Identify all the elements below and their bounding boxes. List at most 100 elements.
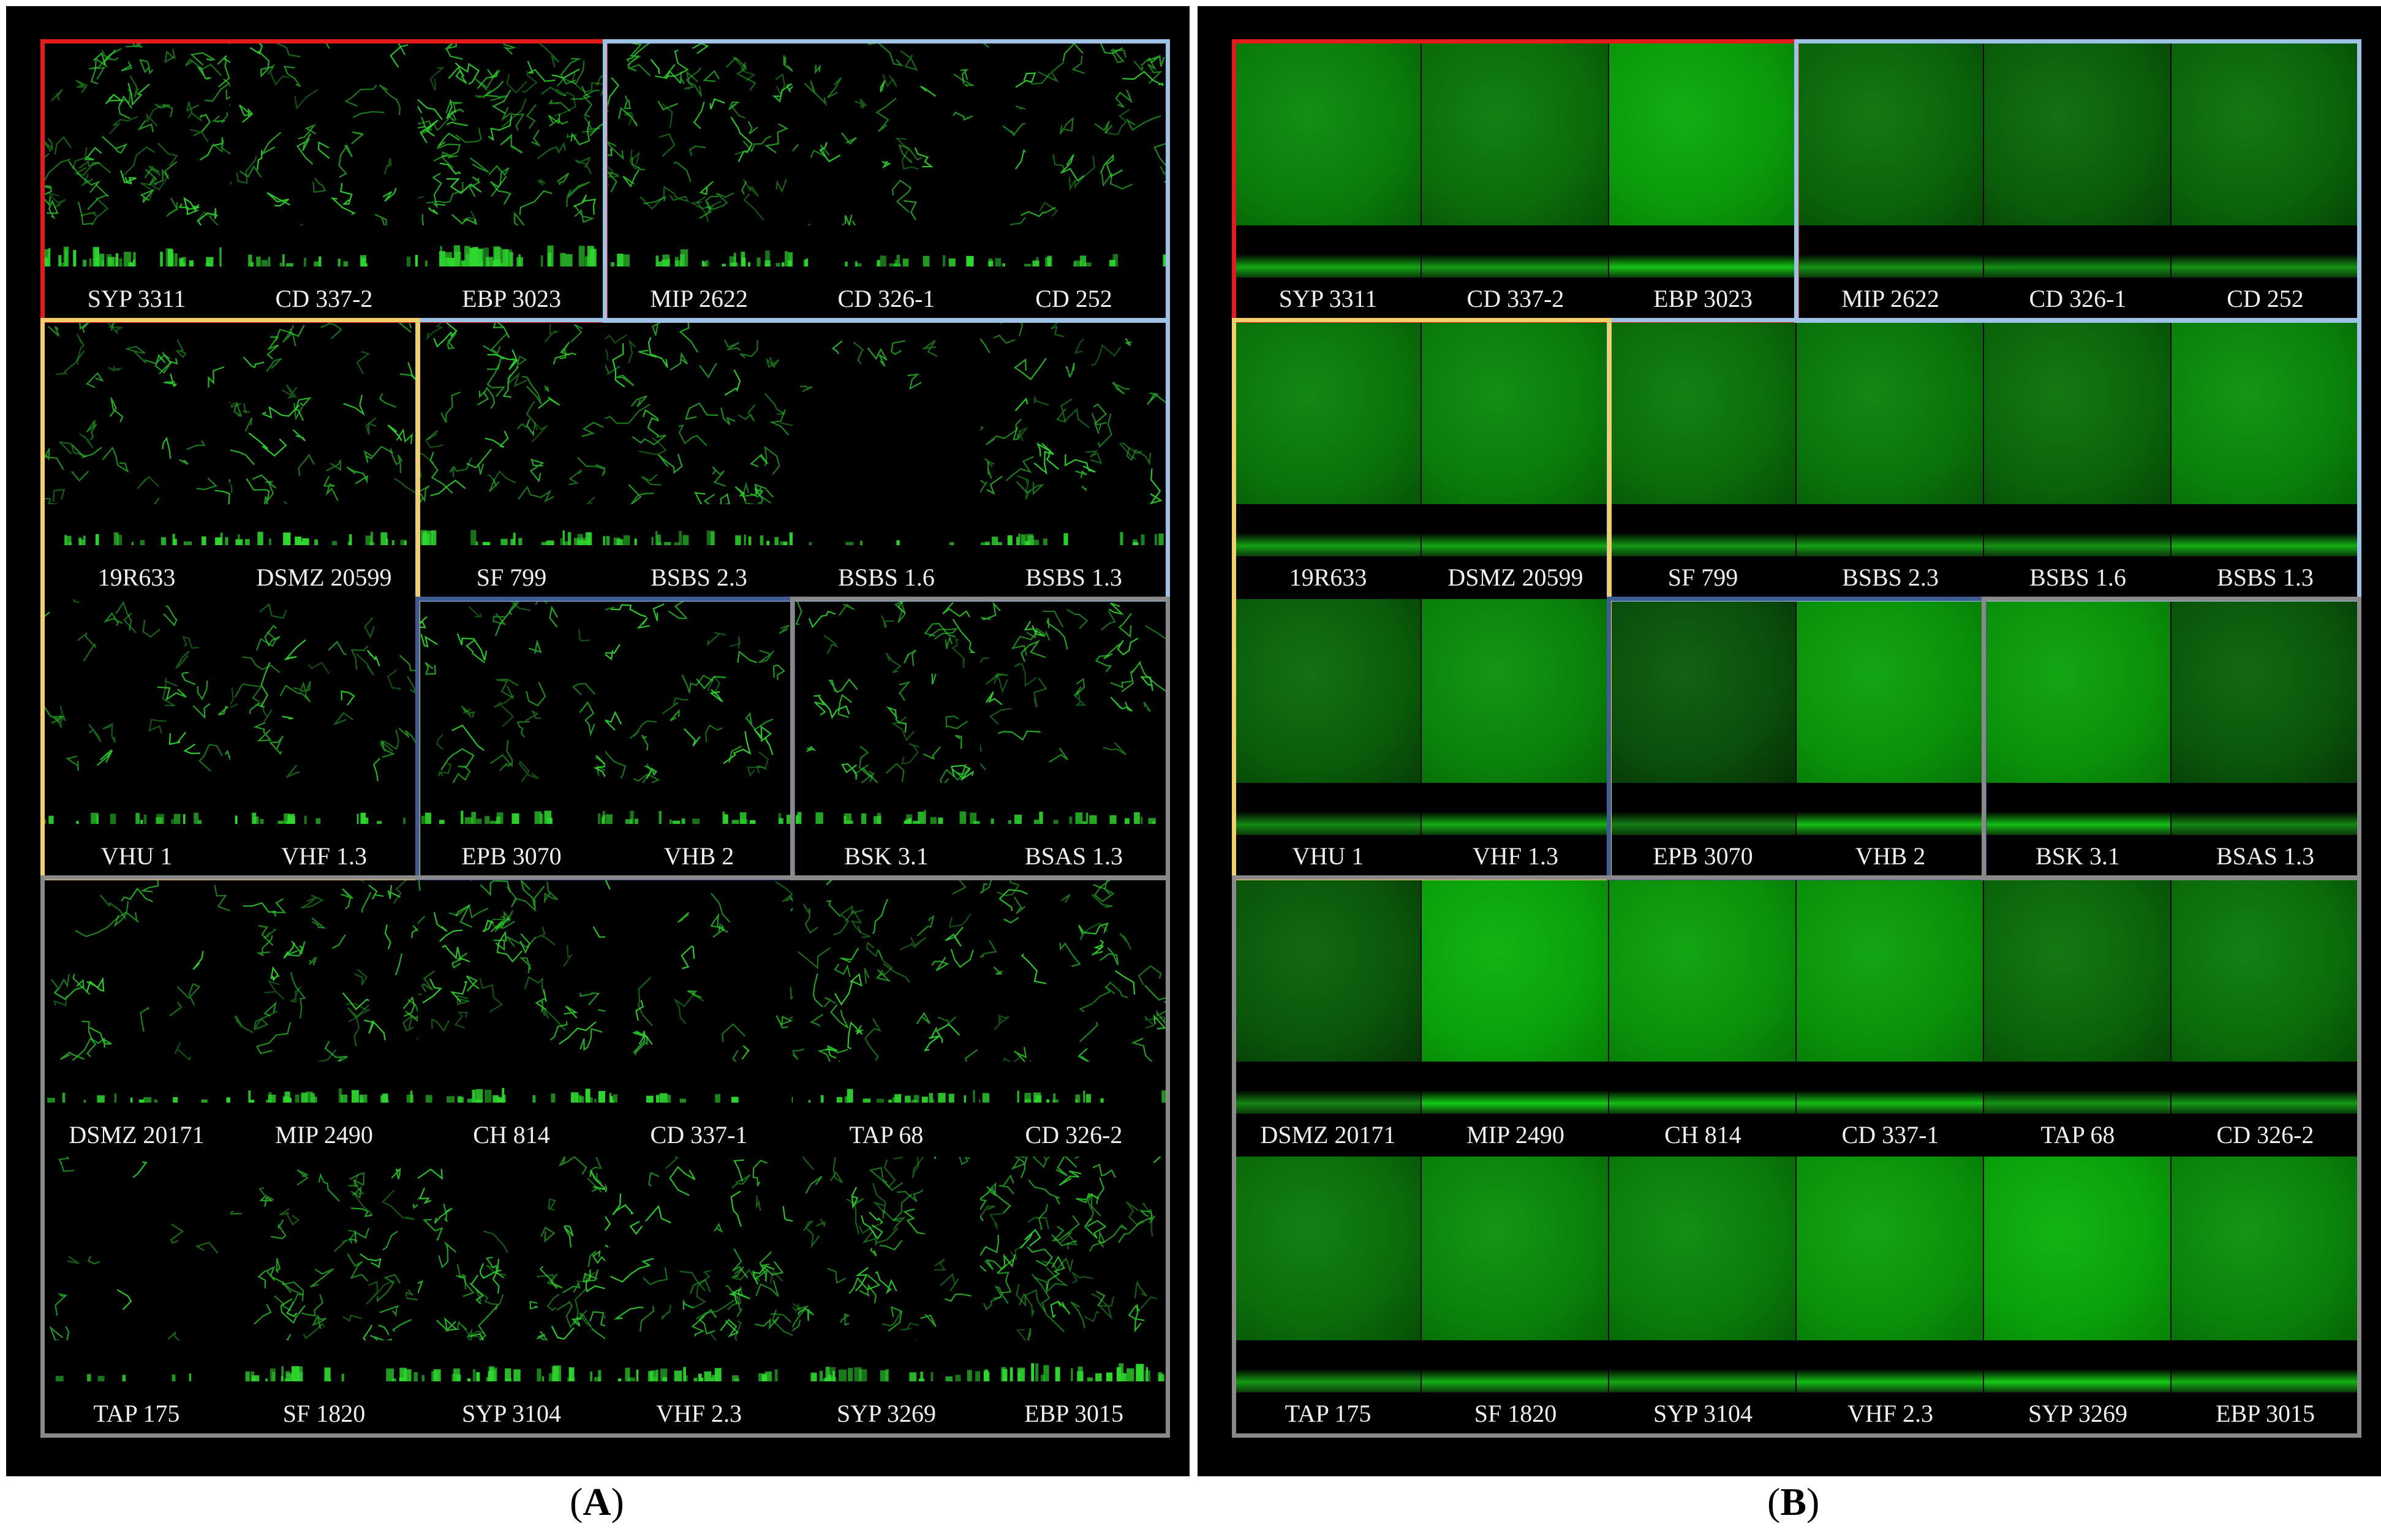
- micrograph-tile: BSBS 1.3: [2172, 320, 2359, 599]
- strain-label: CD 337-2: [275, 285, 373, 312]
- micrograph-cross-section: [2172, 1340, 2359, 1392]
- micrograph-cross-section: [605, 1340, 793, 1392]
- micrograph-tile: CD 337-1: [1797, 878, 1984, 1157]
- micrograph-tile: CD 337-1: [605, 878, 793, 1157]
- micrograph-tile: SYP 3269: [1984, 1157, 2172, 1435]
- micrograph-top-view: [1609, 878, 1797, 1062]
- strain-label: SF 1820: [282, 1400, 366, 1427]
- micrograph-top-view: [605, 599, 793, 789]
- micrograph-top-view: [2172, 599, 2359, 783]
- micrograph-tile: CD 252: [2172, 42, 2359, 320]
- micrograph-cross-section: [230, 783, 418, 835]
- micrograph-top-view: [230, 320, 418, 530]
- micrograph-top-view: [1234, 878, 1422, 1062]
- micrograph-top-view: [2172, 1157, 2359, 1340]
- strain-label: CD 326-2: [1025, 1121, 1123, 1149]
- strain-label: CD 326-1: [837, 285, 935, 312]
- micrograph-tile: VHB 2: [605, 599, 793, 878]
- micrograph-tile: SF 1820: [230, 1157, 418, 1435]
- strain-label: CH 814: [473, 1121, 550, 1149]
- micrograph-top-view: [1422, 1157, 1609, 1340]
- micrograph-tile: CD 326-1: [1984, 42, 2172, 320]
- micrograph-tile: TAP 68: [793, 878, 980, 1157]
- micrograph-top-view: [2172, 320, 2359, 504]
- micrograph-tile: 19R633: [1234, 320, 1422, 599]
- micrograph-top-view: [605, 42, 793, 225]
- micrograph-cross-section: [1422, 1340, 1609, 1392]
- strain-label: VHB 2: [663, 842, 734, 870]
- strain-label: VHU 1: [100, 842, 173, 870]
- strain-label: CH 814: [1664, 1121, 1741, 1149]
- micrograph-top-view: [1797, 320, 1984, 504]
- micrograph-tile: BSBS 2.3: [1797, 320, 1984, 599]
- micrograph-top-view: [605, 1157, 793, 1354]
- micrograph-top-view: [1609, 599, 1797, 783]
- strain-label: BSBS 1.6: [838, 564, 935, 591]
- micrograph-cross-section: [1797, 1340, 1984, 1392]
- strain-label: EBP 3023: [1653, 285, 1753, 312]
- strain-label: VHF 2.3: [1847, 1400, 1934, 1427]
- micrograph-cross-section: [418, 1062, 605, 1114]
- caption-a: (A): [570, 1480, 624, 1523]
- micrograph-top-view: [1234, 42, 1422, 225]
- micrograph-top-view: [2172, 878, 2359, 1062]
- micrograph-cross-section: [793, 1340, 980, 1392]
- micrograph-top-view: [793, 1157, 980, 1373]
- micrograph-cross-section: [43, 1340, 230, 1392]
- micrograph-tile: SYP 3269: [793, 1157, 980, 1435]
- strain-label: CD 252: [2227, 285, 2304, 312]
- micrograph-top-view: [793, 878, 980, 1082]
- micrograph-top-view: [1797, 1157, 1984, 1340]
- micrograph-top-view: [1422, 599, 1609, 783]
- strain-label: SYP 3104: [1653, 1400, 1753, 1427]
- micrograph-tile: MIP 2622: [1797, 42, 1984, 320]
- micrograph-cross-section: [43, 225, 230, 277]
- micrograph-top-view: [1234, 320, 1422, 504]
- micrograph-tile: CH 814: [418, 878, 605, 1157]
- micrograph-tile: BSAS 1.3: [2172, 599, 2359, 878]
- strain-label: TAP 175: [1285, 1400, 1372, 1427]
- micrograph-cross-section: [980, 783, 1168, 835]
- micrograph-top-view: [43, 1157, 230, 1352]
- micrograph-cross-section: [605, 783, 793, 835]
- strain-label: CD 337-1: [650, 1121, 748, 1149]
- strain-label: BSK 3.1: [844, 842, 929, 870]
- strain-label: SF 799: [476, 564, 547, 591]
- micrograph-top-view: [1609, 1157, 1797, 1340]
- micrograph-tile: VHB 2: [1797, 599, 1984, 878]
- micrograph-top-view: [980, 1157, 1168, 1346]
- strain-label: MIP 2622: [650, 285, 748, 312]
- micrograph-top-view: [418, 320, 605, 535]
- micrograph-cross-section: [230, 1062, 418, 1114]
- micrograph-top-view: [43, 320, 230, 513]
- micrograph-tile: BSBS 1.6: [793, 320, 980, 599]
- micrograph-tile: BSK 3.1: [793, 599, 980, 878]
- strain-label: DSMZ 20171: [1260, 1121, 1396, 1149]
- strain-label: VHU 1: [1292, 842, 1364, 870]
- strain-label: TAP 175: [93, 1400, 180, 1427]
- micrograph-cross-section: [980, 1340, 1168, 1392]
- micrograph-tile: SF 1820: [1422, 1157, 1609, 1435]
- micrograph-cross-section: [1797, 783, 1984, 835]
- strain-label: EBP 3015: [1024, 1400, 1123, 1427]
- strain-label: EBP 3015: [2216, 1400, 2315, 1427]
- micrograph-cross-section: [1422, 504, 1609, 556]
- micrograph-tile: VHF 2.3: [605, 1157, 793, 1435]
- micrograph-top-view: [1797, 42, 1984, 225]
- micrograph-tile: CD 326-1: [793, 42, 980, 320]
- strain-label: MIP 2622: [1841, 285, 1939, 312]
- micrograph-tile: EBP 3015: [2172, 1157, 2359, 1435]
- strain-label: BSK 3.1: [2036, 842, 2120, 870]
- micrograph-top-view: [980, 320, 1168, 505]
- micrograph-top-view: [1984, 320, 2172, 504]
- micrograph-cross-section: [1797, 225, 1984, 277]
- micrograph-top-view: [1422, 42, 1609, 225]
- micrograph-top-view: [230, 42, 418, 236]
- strain-label: EBP 3023: [462, 285, 561, 312]
- micrograph-top-view: [980, 599, 1168, 783]
- micrograph-tile: CD 337-2: [230, 42, 418, 320]
- micrograph-tile: DSMZ 20171: [1234, 878, 1422, 1157]
- micrograph-top-view: [230, 1157, 418, 1349]
- strain-label: TAP 68: [2040, 1121, 2115, 1149]
- micrograph-cross-section: [980, 225, 1168, 277]
